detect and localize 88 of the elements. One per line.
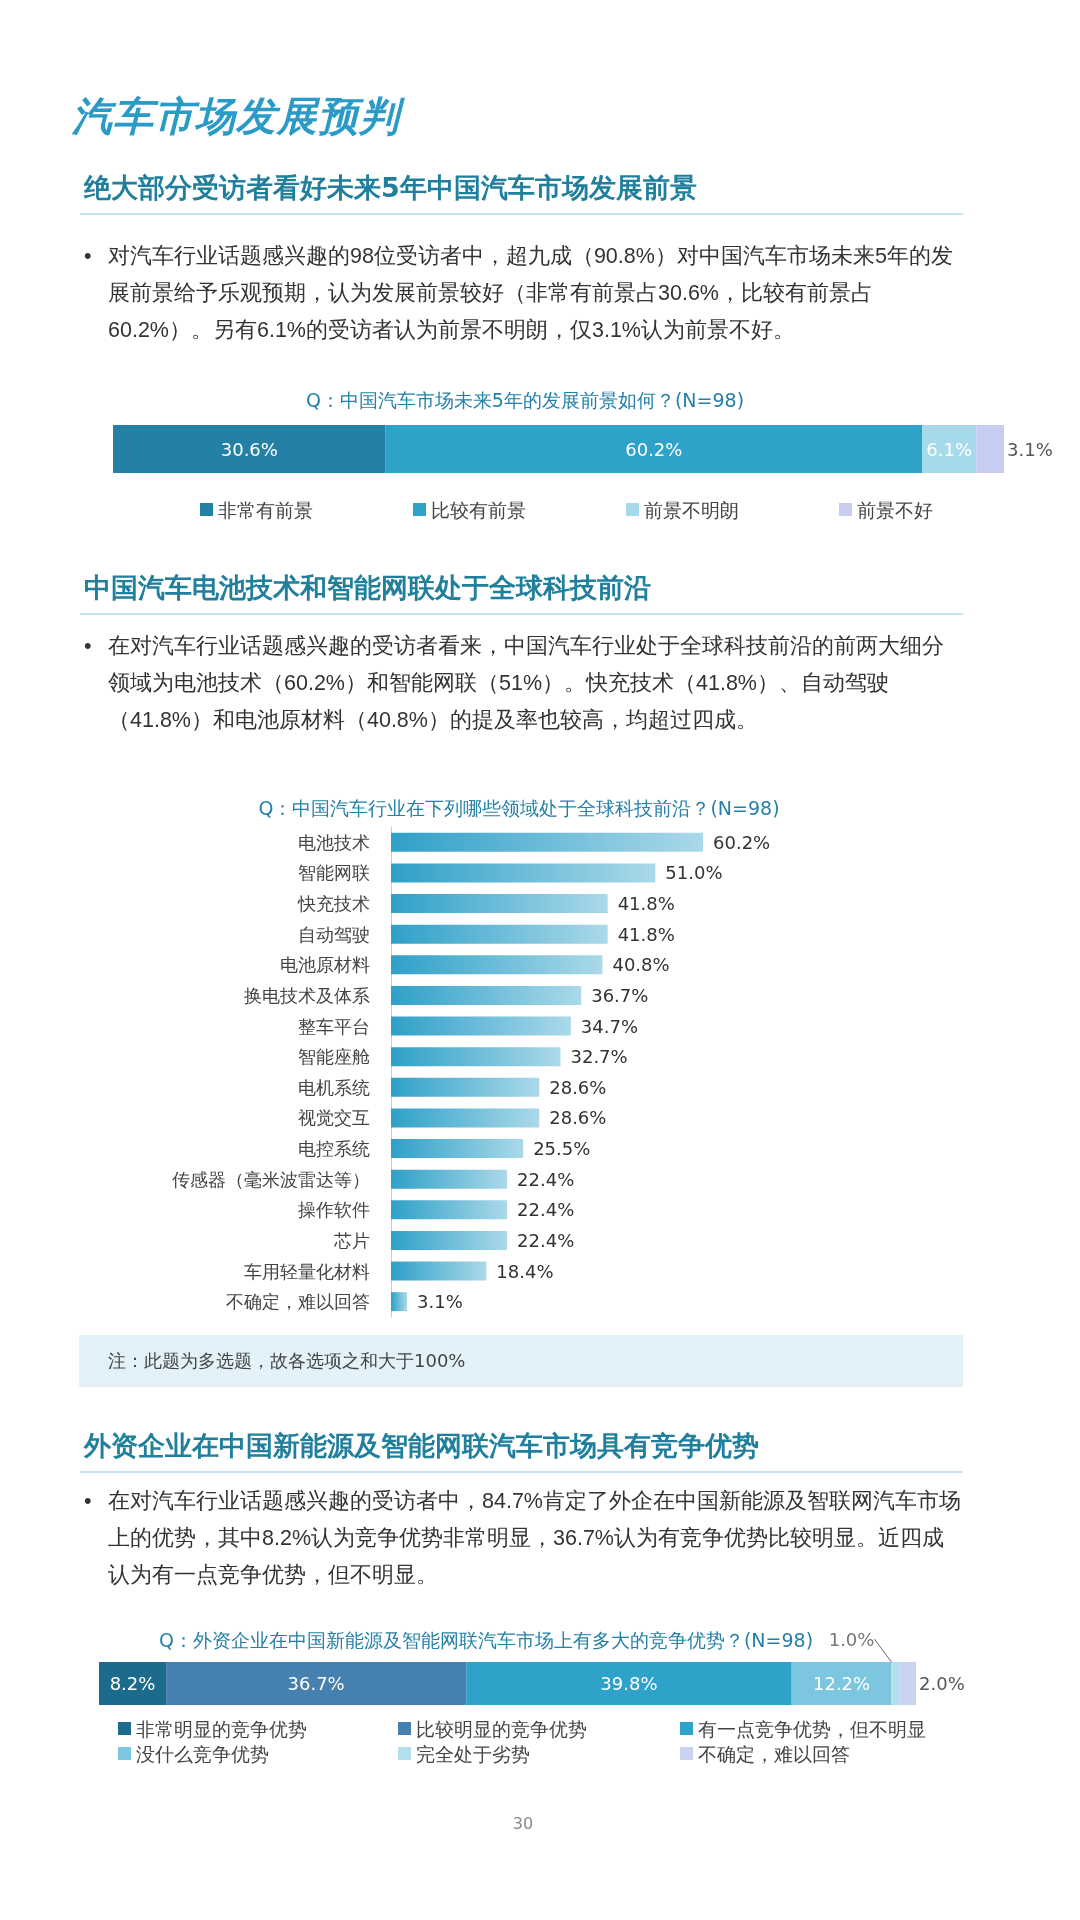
legend-label: 前景不好: [857, 498, 933, 521]
bar: [391, 1292, 408, 1312]
bar: [391, 1016, 571, 1036]
legend-label: 不确定，难以回答: [698, 1742, 850, 1765]
text: 外资企业在中国新能源及智能网联汽车市场具有竞争优势: [80, 1429, 963, 1473]
data-label: 6.1%: [926, 438, 973, 460]
data-label: 40.8%: [612, 954, 670, 976]
bar: [976, 425, 1004, 473]
bar: [391, 924, 608, 944]
legend-label: 比较有前景: [431, 498, 526, 521]
data-label: 41.8%: [617, 923, 675, 945]
y-tick-label: 自动驾驶: [298, 923, 370, 945]
y-tick-label: 整车平台: [298, 1015, 370, 1037]
data-label: 25.5%: [533, 1138, 591, 1160]
text: 注：此题为多选题，故各选项之和大于100%: [79, 1335, 963, 1387]
legend-label: 完全处于劣势: [416, 1742, 530, 1765]
y-tick-label: 传感器（毫米波雷达等）: [172, 1168, 370, 1190]
bar: [385, 425, 923, 473]
data-label: 51.0%: [665, 862, 723, 884]
text: • 在对汽车行业话题感兴趣的受访者中，84.7%肯定了外企在中国新能源及智联网汽车市场上的优势，其中8.2%认为竞争优势非常明显，36.7%认为有竞争优势比较明显。近四成认为有一点竞争优势，但不明显。: [84, 1488, 961, 1587]
text: 30: [511, 1814, 535, 1833]
bar: [891, 1662, 900, 1705]
y-tick-label: 快充技术: [297, 893, 370, 915]
text: 中国汽车电池技术和智能网联处于全球科技前沿: [80, 571, 963, 615]
bar: [391, 1077, 540, 1097]
data-label: 22.4%: [517, 1168, 575, 1190]
text: • 在对汽车行业话题感兴趣的受访者看来，中国汽车行业处于全球科技前沿的前两大细分领域为电池技术（60.2%）和智能网联（51%）。快充技术（41.8%）、自动驾驶（41.8%）和电池原材料（40.8%）的提及率也较高，均超过四成。: [84, 633, 944, 732]
bar: [113, 425, 386, 473]
y-tick-label: 电池技术: [298, 831, 370, 853]
y-tick-label: 视觉交互: [298, 1107, 370, 1129]
chart-title: Q：外资企业在中国新能源及智能网联汽车市场上有多大的竞争优势？(N=98): [158, 1628, 814, 1651]
chart-title: Q：中国汽车行业在下列哪些领域处于全球科技前沿？(N=98): [258, 796, 780, 819]
chart-title: Q：中国汽车市场未来5年的发展前景如何？(N=98): [305, 388, 745, 411]
data-label: 32.7%: [570, 1046, 628, 1068]
bar: [391, 832, 703, 852]
data-label: 22.4%: [517, 1229, 575, 1251]
legend-label: 前景不明朗: [644, 498, 739, 521]
legend-label: 非常明显的竞争优势: [136, 1717, 307, 1740]
data-label: 28.6%: [549, 1076, 607, 1098]
data-label: 18.4%: [496, 1260, 554, 1282]
y-tick-label: 智能座舱: [298, 1046, 370, 1068]
bar: [391, 1200, 508, 1220]
data-label: 34.7%: [580, 1015, 639, 1037]
bar: [391, 894, 608, 914]
bar: [391, 1047, 561, 1067]
bar: [166, 1662, 467, 1705]
data-label: 3.1%: [417, 1291, 463, 1313]
data-label: 22.4%: [517, 1199, 575, 1221]
y-tick-label: 不确定，难以回答: [226, 1291, 370, 1313]
bar: [391, 985, 582, 1005]
legend-label: 非常有前景: [218, 498, 313, 521]
data-label: 2.0%: [919, 1673, 965, 1694]
bar: [99, 1662, 167, 1705]
data-label: 36.7%: [287, 1673, 345, 1694]
y-tick-label: 换电技术及体系: [244, 984, 370, 1006]
bar: [391, 1230, 508, 1250]
legend-label: 有一点竞争优势，但不明显: [698, 1717, 926, 1740]
bar: [791, 1662, 892, 1705]
bar: [391, 1108, 540, 1128]
y-tick-label: 电控系统: [298, 1138, 370, 1160]
data-label: 60.2%: [713, 831, 771, 853]
y-tick-label: 操作软件: [298, 1199, 370, 1221]
bar: [391, 863, 656, 883]
y-tick-label: 芯片: [333, 1229, 370, 1251]
text: 绝大部分受访者看好未来5年中国汽车市场发展前景: [80, 171, 963, 215]
bar: [391, 955, 603, 975]
data-label: 8.2%: [109, 1673, 156, 1694]
bar: [899, 1662, 916, 1705]
y-tick-label: 车用轻量化材料: [244, 1260, 370, 1282]
legend-label: 比较明显的竞争优势: [416, 1717, 587, 1740]
data-label: 1.0%: [828, 1628, 875, 1650]
data-label: 28.6%: [549, 1107, 607, 1129]
bar: [391, 1169, 508, 1189]
y-tick-label: 电机系统: [298, 1076, 370, 1098]
data-label: 39.8%: [600, 1673, 658, 1694]
data-label: 36.7%: [591, 984, 649, 1006]
legend-label: 没什么竞争优势: [136, 1742, 269, 1765]
bar: [391, 1139, 524, 1159]
bar: [391, 1261, 487, 1281]
data-label: 60.2%: [625, 438, 683, 460]
data-label: 3.1%: [1007, 438, 1053, 460]
bar: [466, 1662, 792, 1705]
data-label: 30.6%: [220, 438, 278, 460]
data-label: 41.8%: [617, 893, 675, 915]
y-tick-label: 电池原材料: [280, 954, 370, 976]
y-tick-label: 智能网联: [298, 862, 370, 884]
data-label: 12.2%: [812, 1673, 871, 1694]
text: • 对汽车行业话题感兴趣的98位受访者中，超九成（90.8%）对中国汽车市场未来5年的发展前景给予乐观预期，认为发展前景较好（非常有前景占30.6%，比较有前景占60.2%）。另有6.1%的受访者认为前景不明朗，仅3.1%认为前景不好。: [84, 243, 953, 342]
